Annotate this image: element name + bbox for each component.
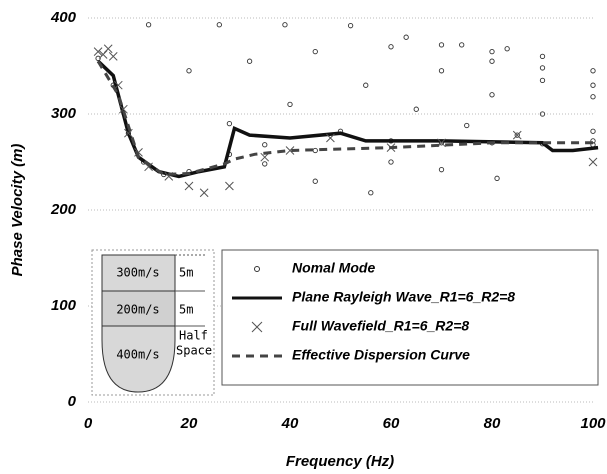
normal-mode-point [438, 167, 445, 173]
layer-1 [101, 254, 176, 292]
wavefield-point [512, 130, 522, 140]
normal-mode-point [413, 106, 419, 112]
legend-label: Plane Rayleigh Wave_R1=6_R2=8 [292, 289, 515, 305]
x-tick-label: 40 [281, 415, 299, 432]
normal-mode-point [388, 44, 394, 50]
normal-mode-point [539, 53, 546, 60]
inset-label: 400m/s [116, 348, 159, 362]
normal-mode-point [514, 132, 520, 138]
normal-mode-point [494, 175, 500, 181]
normal-mode-point [438, 68, 445, 74]
normal-mode-point [226, 120, 233, 127]
normal-mode-point [246, 58, 253, 64]
y-tick-label: 200 [50, 201, 77, 218]
x-tick-label: 60 [383, 415, 400, 432]
normal-mode-point [145, 22, 152, 28]
normal-mode-point [312, 178, 318, 184]
x-tick-label: 20 [180, 415, 198, 432]
wavefield-point [93, 47, 103, 56]
normal-mode-point [388, 159, 394, 165]
y-tick-label: 400 [50, 9, 77, 26]
normal-mode-point [590, 82, 596, 88]
wavefield-point [184, 181, 194, 191]
inset-label: Half [179, 329, 208, 343]
wavefield-point [285, 146, 295, 155]
normal-mode-point [489, 58, 495, 64]
normal-mode-point [489, 92, 495, 98]
layer-2 [101, 290, 176, 327]
wavefield-point [98, 50, 108, 59]
normal-mode-point [459, 42, 465, 48]
legend-symbol [251, 321, 263, 333]
x-tick-label: 100 [580, 415, 606, 432]
normal-mode-point [312, 48, 318, 55]
normal-mode-point [590, 94, 596, 100]
normal-mode-point [539, 65, 546, 71]
normal-mode-point [489, 48, 495, 55]
inset-label: Space [176, 344, 212, 358]
normal-mode-point [312, 147, 318, 154]
wavefield-point [588, 157, 598, 167]
normal-mode-point [464, 122, 470, 129]
wavefield-point [199, 188, 209, 198]
wavefield-point [326, 133, 335, 143]
normal-mode-point [363, 82, 369, 88]
normal-mode-point [262, 161, 268, 167]
wavefield-point [225, 181, 234, 191]
normal-mode-point [262, 142, 268, 148]
normal-mode-point [282, 22, 288, 28]
x-tick-label: 0 [84, 415, 93, 432]
legend-label: Effective Dispersion Curve [292, 347, 470, 363]
wavefield-point [118, 104, 128, 114]
legend-label: Full Wavefield_R1=6_R2=8 [292, 318, 469, 334]
inset-label: 5m [179, 303, 193, 317]
normal-mode-point [347, 23, 354, 29]
normal-mode-point [95, 55, 101, 61]
legend-symbol [254, 266, 260, 272]
half-space [101, 325, 176, 393]
y-axis-label: Phase Velocity (m) [9, 144, 26, 277]
normal-mode-point [504, 46, 510, 52]
normal-mode-point [368, 190, 374, 196]
series-line [96, 60, 593, 176]
normal-mode-point [216, 22, 222, 28]
normal-mode-point [539, 111, 546, 117]
legend-label: Nomal Mode [292, 260, 375, 276]
normal-mode-point [539, 77, 546, 84]
series-line [96, 59, 599, 179]
normal-mode-point [590, 68, 596, 74]
y-tick-label: 100 [51, 297, 77, 314]
inset-label: 5m [179, 266, 193, 280]
inset-label: 200m/s [116, 303, 159, 317]
wavefield-point [108, 52, 118, 61]
normal-mode-point [438, 42, 445, 48]
legend-frame [221, 249, 599, 386]
x-tick-label: 80 [484, 415, 501, 432]
y-tick-label: 300 [51, 105, 77, 122]
inset: 300m/s 5m 200m/s 5m Half Space 400m/s [91, 249, 215, 396]
normal-mode-point [590, 128, 596, 134]
inset-label: 300m/s [116, 266, 159, 280]
x-axis-label: Frequency (Hz) [286, 453, 394, 470]
normal-mode-point [186, 68, 192, 74]
wavefield-point [103, 44, 113, 54]
y-tick-label: 0 [68, 393, 77, 410]
normal-mode-point [287, 101, 293, 108]
wavefield-point [260, 152, 270, 162]
normal-mode-point [403, 34, 409, 40]
